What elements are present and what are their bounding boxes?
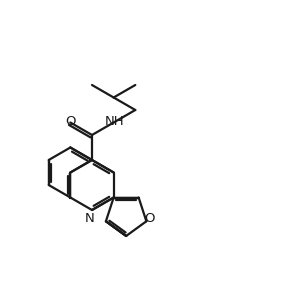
Text: N: N	[85, 212, 95, 224]
Text: NH: NH	[105, 115, 124, 128]
Text: O: O	[144, 212, 154, 225]
Text: O: O	[65, 115, 76, 128]
